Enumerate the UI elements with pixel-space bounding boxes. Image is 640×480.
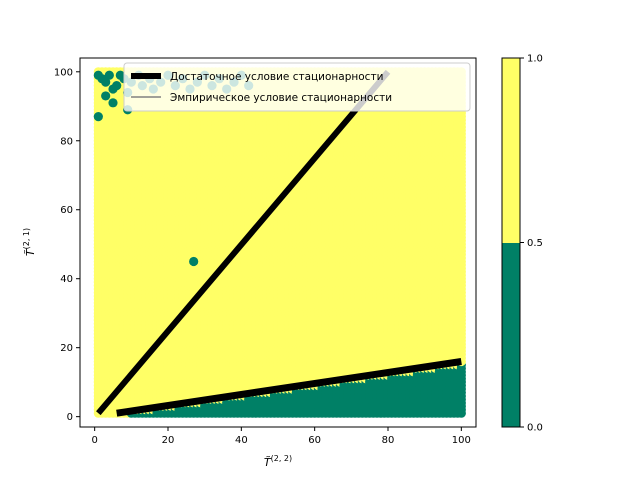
points-layer	[93, 67, 466, 418]
